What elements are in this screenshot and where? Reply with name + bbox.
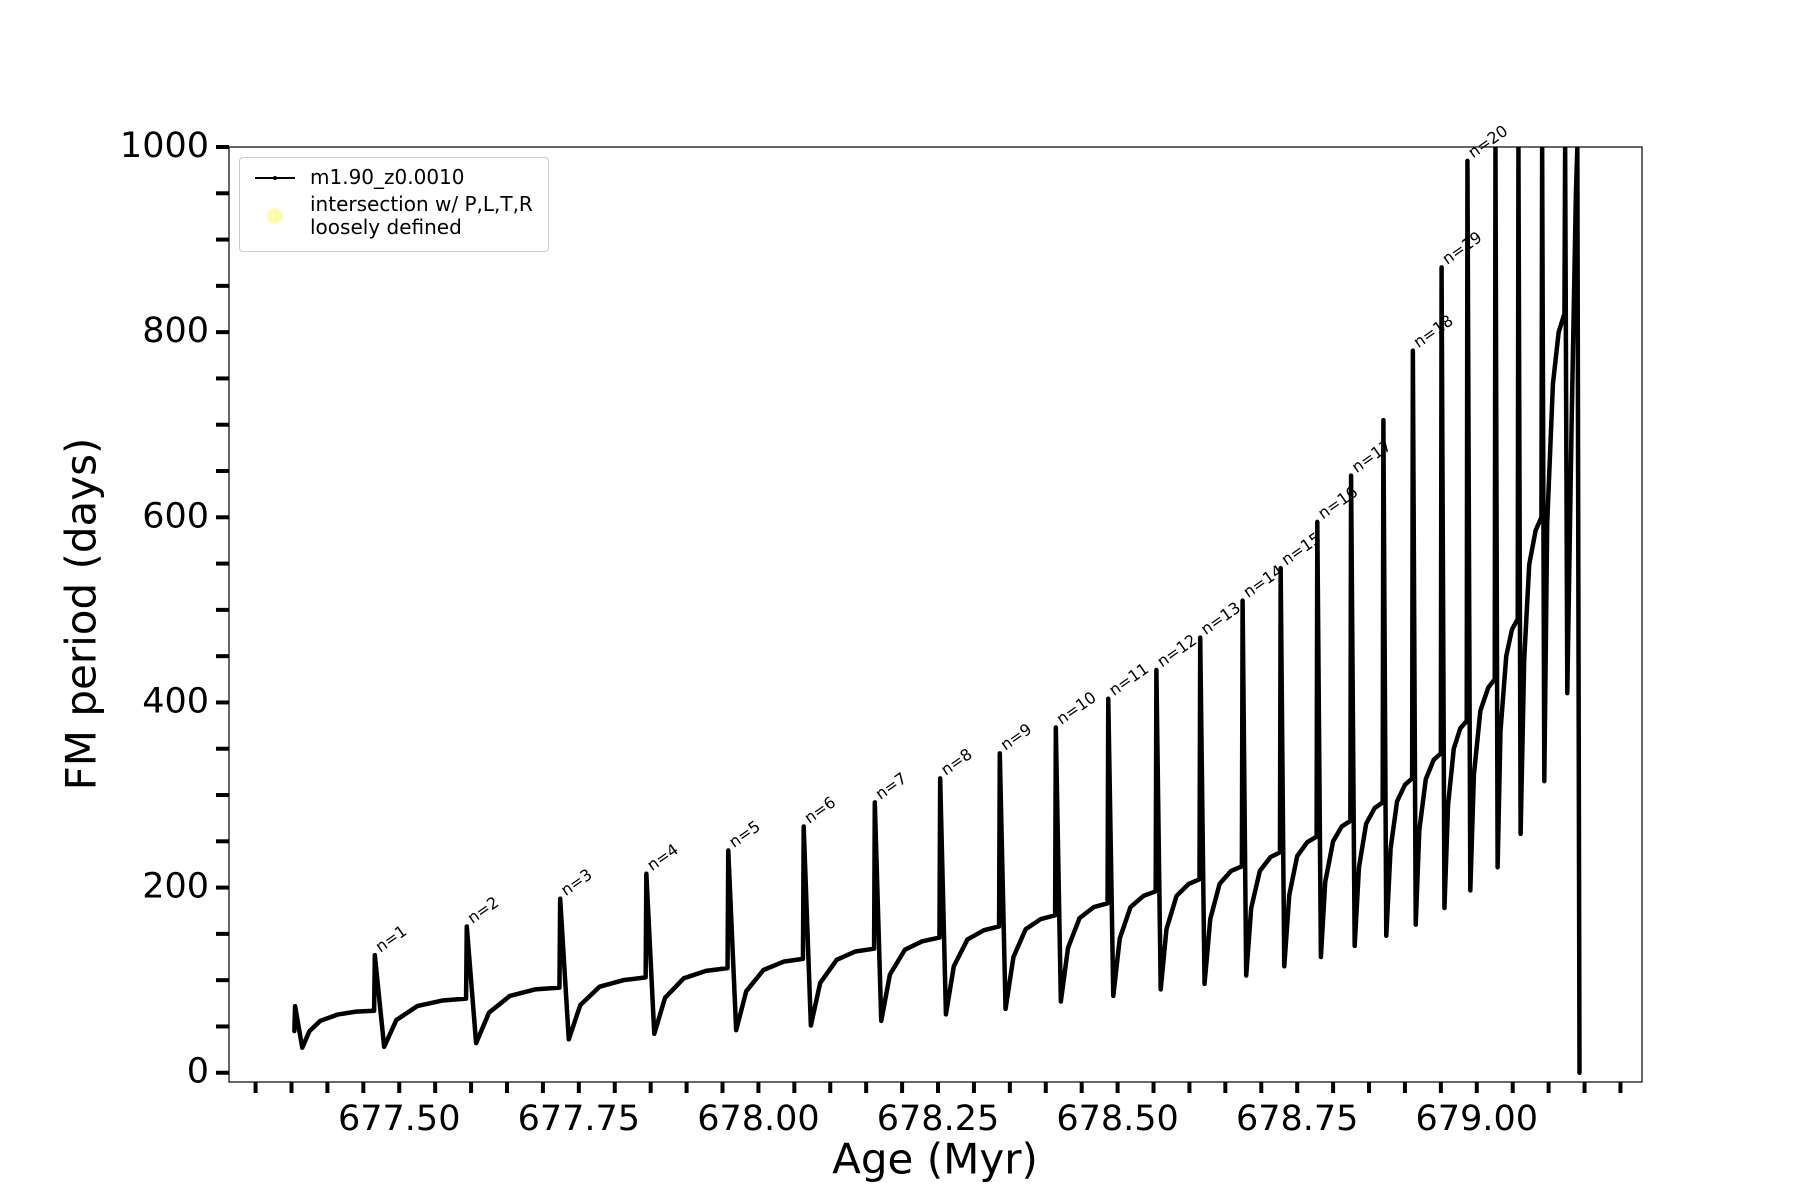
annotation: n=8 [937, 744, 976, 779]
annotation: n=13 [1197, 598, 1244, 639]
annotation: n=7 [872, 768, 911, 803]
x-tick-label: 678.75 [1236, 1099, 1358, 1139]
x-tick-label: 678.25 [877, 1099, 999, 1139]
y-tick-label: 600 [142, 496, 209, 536]
x-tick-label: 677.75 [518, 1099, 640, 1139]
x-tick-label: 677.50 [338, 1099, 460, 1139]
y-axis-label: FM period (days) [57, 438, 106, 791]
x-tick-label: 678.50 [1056, 1099, 1178, 1139]
legend-key [255, 175, 295, 180]
legend-marker [273, 175, 277, 180]
annotation: n=9 [997, 719, 1036, 754]
annotation: n=1 [372, 921, 411, 956]
x-tick-label: 678.00 [697, 1099, 819, 1139]
annotation: n=4 [643, 840, 682, 875]
annotation: n=18 [1410, 311, 1457, 352]
legend-label: intersection w/ P,L,T,R loosely defined [310, 192, 533, 239]
annotation: n=6 [801, 793, 840, 828]
legend-label: m1.90_z0.0010 [310, 165, 465, 189]
annotation: n=16 [1314, 482, 1361, 523]
legend: m1.90_z0.0010 intersection w/ P,L,T,R lo… [239, 157, 549, 252]
y-tick-label: 800 [142, 311, 209, 351]
annotation: n=19 [1439, 228, 1486, 269]
x-tick-label: 679.00 [1416, 1099, 1538, 1139]
legend-marker [267, 208, 283, 224]
legend-key [267, 208, 283, 224]
annotation: n=2 [464, 893, 503, 928]
y-tick-label: 200 [142, 867, 209, 907]
annotation: n=10 [1053, 688, 1100, 729]
annotation: n=5 [725, 817, 764, 852]
series-line [292, 147, 1582, 1075]
legend-entry: intersection w/ P,L,T,R loosely defined [240, 193, 548, 239]
annotation: n=17 [1348, 436, 1395, 477]
y-tick-label: 0 [187, 1052, 209, 1092]
plot-frame [228, 146, 1643, 1083]
annotation: n=20 [1464, 121, 1511, 162]
legend-entry: m1.90_z0.0010 [240, 166, 548, 189]
y-tick-label: 400 [142, 681, 209, 721]
y-tick-label: 1000 [120, 126, 209, 166]
annotation: n=3 [557, 865, 596, 900]
annotation: n=12 [1153, 630, 1200, 671]
annotation: n=11 [1105, 659, 1152, 700]
x-axis-label: Age (Myr) [832, 1135, 1038, 1184]
